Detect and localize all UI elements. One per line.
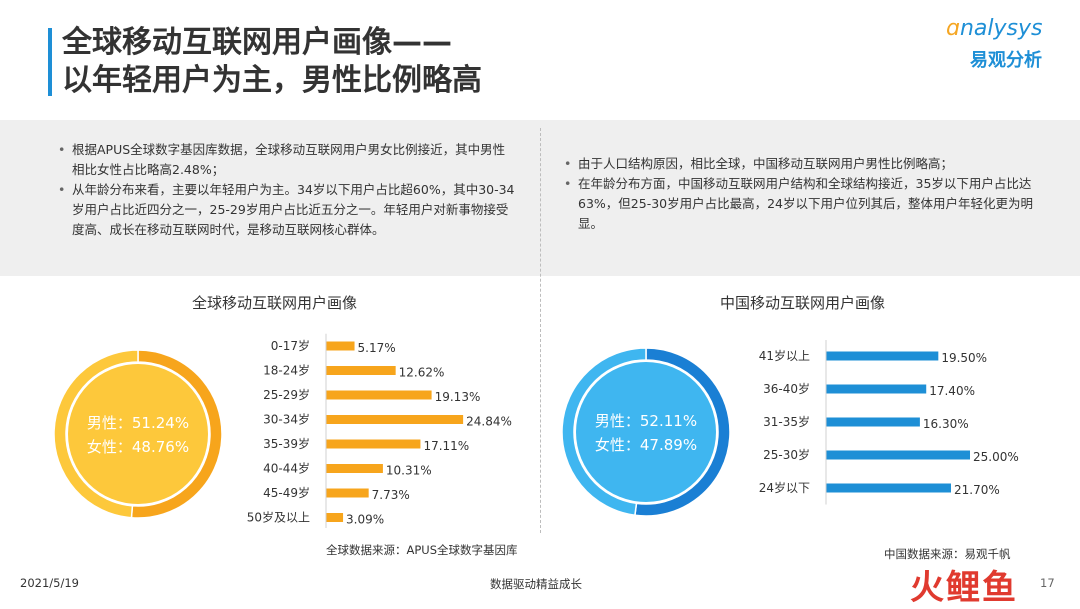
pie-slice-女性 bbox=[53, 349, 139, 519]
category-label: 31-35岁 bbox=[763, 414, 810, 429]
category-label: 50岁及以上 bbox=[247, 510, 310, 525]
bar-25-30岁 bbox=[826, 450, 970, 460]
pie-label-男性: 男性：52.11% bbox=[595, 412, 697, 430]
page-title-line2: 以年轻用户为主，男性比例略高 bbox=[62, 63, 482, 98]
china-age-bar-chart: 41岁以上 19.50% 36-40岁 17.40% 31-35岁 16.30% 25-30… bbox=[759, 340, 1019, 505]
note-right-1: 由于人口结构原因，相比全球，中国移动互联网用户男性比例略高； bbox=[562, 154, 1040, 174]
value-label: 5.17% bbox=[358, 341, 396, 355]
bar-0-17岁 bbox=[326, 341, 355, 351]
value-label: 7.73% bbox=[372, 488, 410, 502]
logo-en: ɑnalysys bbox=[946, 16, 1043, 41]
china-data-source: 中国数据来源：易观千帆 bbox=[884, 547, 1011, 561]
pie-slice-女性 bbox=[561, 347, 647, 517]
value-label: 19.50% bbox=[941, 351, 987, 365]
value-label: 16.30% bbox=[923, 417, 969, 431]
global-gender-donut: 男性：51.24% 女性：48.76% bbox=[53, 349, 223, 519]
donut-inner-disk bbox=[68, 364, 208, 504]
value-label: 21.70% bbox=[954, 483, 1000, 497]
pie-label-女性: 女性：48.76% bbox=[87, 438, 189, 456]
value-label: 25.00% bbox=[973, 450, 1019, 464]
notes-right: 由于人口结构原因，相比全球，中国移动互联网用户男性比例略高； 在年龄分布方面，中… bbox=[562, 154, 1040, 234]
category-label: 40-44岁 bbox=[263, 461, 310, 476]
category-label: 30-34岁 bbox=[263, 412, 310, 427]
value-label: 10.31% bbox=[386, 464, 432, 478]
donut-inner-disk bbox=[576, 362, 716, 502]
china-gender-donut: 男性：52.11% 女性：47.89% bbox=[561, 347, 731, 517]
category-label: 24岁以下 bbox=[759, 480, 810, 495]
page-title: 全球移动互联网用户画像—— 以年轻用户为主，男性比例略高 bbox=[62, 24, 482, 100]
category-label: 25-30岁 bbox=[763, 447, 810, 462]
bar-24岁以下 bbox=[826, 483, 951, 493]
bar-31-35岁 bbox=[826, 417, 920, 427]
value-label: 17.11% bbox=[423, 439, 469, 453]
bar-45-49岁 bbox=[326, 488, 369, 498]
category-label: 35-39岁 bbox=[263, 436, 310, 451]
title-accent-bar bbox=[48, 28, 52, 96]
note-right-2: 在年龄分布方面，中国移动互联网用户结构和全球结构接近，35岁以下用户占比达63%… bbox=[562, 174, 1040, 234]
value-label: 19.13% bbox=[435, 390, 481, 404]
bar-35-39岁 bbox=[326, 439, 421, 449]
global-data-source: 全球数据来源：APUS全球数字基因库 bbox=[326, 543, 518, 557]
bar-40-44岁 bbox=[326, 464, 383, 473]
value-label: 12.62% bbox=[399, 366, 445, 380]
category-label: 45-49岁 bbox=[263, 485, 310, 500]
category-label: 25-29岁 bbox=[263, 387, 310, 402]
notes-left: 根据APUS全球数字基因库数据，全球移动互联网用户男女比例接近，其中男性相比女性… bbox=[56, 140, 516, 240]
note-left-2: 从年龄分布来看，主要以年轻用户为主。34岁以下用户占比超60%，其中30-34岁… bbox=[56, 180, 516, 240]
value-label: 17.40% bbox=[929, 384, 975, 398]
logo-cn: 易观分析 bbox=[970, 50, 1042, 71]
bar-18-24岁 bbox=[326, 366, 396, 375]
category-label: 36-40岁 bbox=[763, 381, 810, 396]
category-label: 18-24岁 bbox=[263, 363, 310, 378]
category-label: 41岁以上 bbox=[759, 348, 810, 363]
value-label: 24.84% bbox=[466, 415, 512, 429]
pie-label-女性: 女性：47.89% bbox=[595, 436, 697, 454]
global-age-bar-chart: 0-17岁 5.17% 18-24岁 12.62% 25-29岁 19.13% 30-34岁… bbox=[247, 333, 512, 528]
bar-50岁及以上 bbox=[326, 513, 344, 522]
note-left-1: 根据APUS全球数字基因库数据，全球移动互联网用户男女比例接近，其中男性相比女性… bbox=[56, 140, 516, 180]
bar-36-40岁 bbox=[826, 384, 927, 394]
analysys-logo: ɑnalysys 易观分析 bbox=[940, 16, 1060, 76]
footer-date: 2021/5/19 bbox=[20, 576, 79, 590]
category-label: 0-17岁 bbox=[271, 338, 310, 353]
bar-25-29岁 bbox=[326, 390, 432, 400]
logo-en-text: nalysys bbox=[959, 16, 1043, 41]
pie-label-男性: 男性：51.24% bbox=[87, 414, 189, 432]
page-title-line1: 全球移动互联网用户画像—— bbox=[62, 25, 452, 60]
value-label: 3.09% bbox=[346, 513, 384, 527]
watermark-logo: 火鲤鱼 bbox=[910, 568, 1018, 608]
global-chart-title: 全球移动互联网用户画像 bbox=[192, 294, 358, 312]
bar-41岁以上 bbox=[826, 351, 939, 361]
center-divider bbox=[540, 128, 541, 533]
china-chart-title: 中国移动互联网用户画像 bbox=[720, 294, 886, 312]
page-number: 17 bbox=[1040, 576, 1055, 590]
footer-slogan: 数据驱动精益成长 bbox=[490, 577, 582, 591]
bar-30-34岁 bbox=[326, 415, 464, 424]
